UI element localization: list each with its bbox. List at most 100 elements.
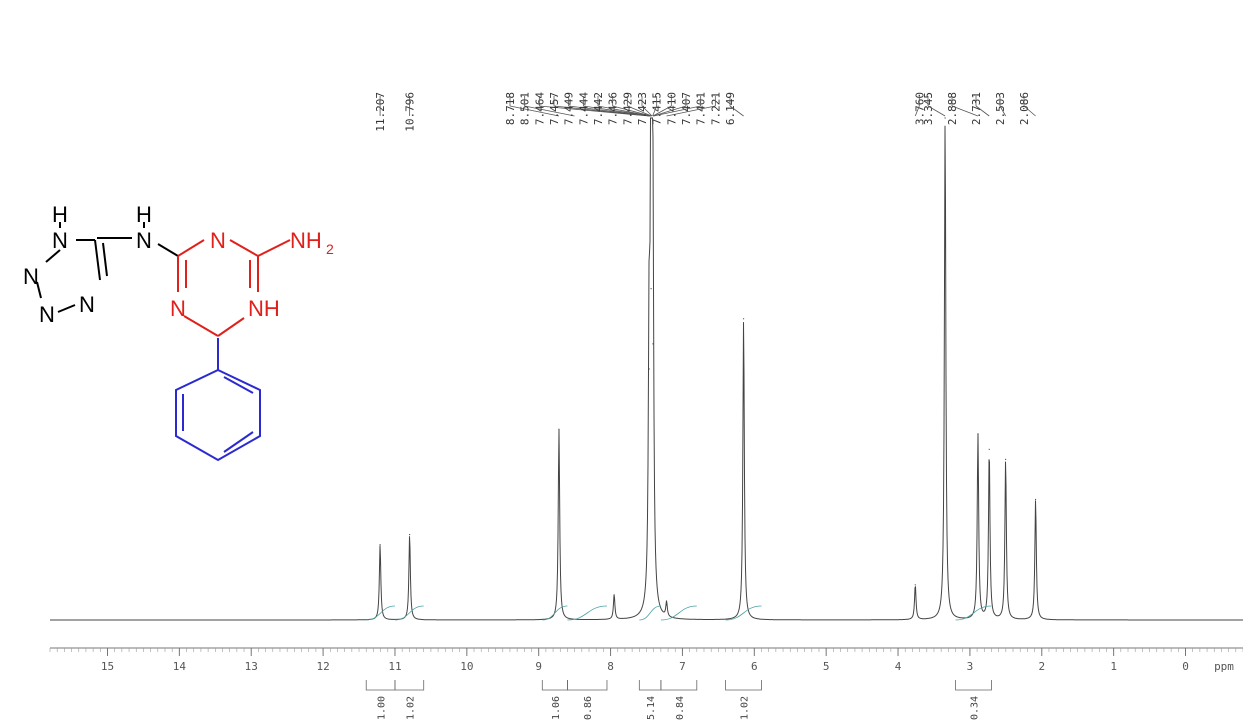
x-tick-label: 10 (460, 660, 473, 673)
peak-shift-label: 6.149 (724, 92, 737, 125)
molecular-structure: H N H N N N N N NH 2 N NH (23, 202, 334, 462)
peak-marker (914, 584, 916, 586)
atom-label-n4: N (79, 292, 95, 317)
peak-shift-label: 7.457 (548, 92, 561, 125)
x-tick-label: 13 (245, 660, 258, 673)
integral-value: 5.14 (646, 696, 657, 720)
peak-marker (944, 117, 946, 119)
x-tick-label: 3 (967, 660, 974, 673)
integral-value: 0.34 (969, 696, 980, 720)
peak-marker (742, 318, 745, 320)
peak-shift-label: 3.760 (913, 92, 926, 125)
peak-leader (729, 105, 744, 117)
atom-label-h-tetrazole: H (52, 202, 68, 227)
atom-label-n1: N (52, 228, 68, 253)
major-ticks: 15 14 13 12 11 10 9 8 7 6 5 4 3 2 1 0 (101, 648, 1189, 673)
x-tick-label: 7 (679, 660, 686, 673)
atom-label-nh2: NH (290, 228, 322, 253)
x-tick-label: 9 (535, 660, 542, 673)
linker-bonds (97, 222, 179, 257)
peak-marker (652, 343, 654, 345)
peak-leader (583, 105, 651, 117)
peak-shift-label: 11.207 (374, 92, 387, 132)
peak-marker (665, 604, 668, 606)
peak-leader (653, 105, 701, 117)
peak-leader (927, 105, 946, 117)
tetrazole-ring (36, 222, 108, 313)
peak-marker (651, 117, 653, 119)
peak-leader (951, 105, 979, 117)
atom-label-triazine-n-left: N (170, 296, 186, 321)
peak-shift-label: 7.436 (607, 92, 620, 125)
peak-shift-label: 7.429 (621, 92, 634, 125)
x-tick-label: 4 (895, 660, 902, 673)
integral-bracket (394, 680, 425, 691)
atom-label-n3: N (39, 302, 55, 327)
x-tick-label: 1 (1110, 660, 1117, 673)
peak-shift-label: 7.449 (563, 92, 576, 125)
peak-shift-label: 2.086 (1018, 92, 1031, 125)
peak-leader (666, 105, 716, 117)
integral-bracket (660, 680, 698, 691)
peak-leader (999, 105, 1006, 117)
peak-shift-label: 7.415 (651, 92, 664, 125)
peak-leader (975, 105, 990, 117)
peak-shift-label: 7.410 (665, 92, 678, 125)
atom-label-n-linker: N (136, 228, 152, 253)
x-axis-unit-label: ppm (1214, 660, 1234, 673)
integral-curve (660, 605, 697, 621)
x-tick-label: 6 (751, 660, 758, 673)
peak-shift-label: 10.796 (404, 92, 417, 132)
x-tick-label: 11 (388, 660, 401, 673)
peak-marker (988, 448, 990, 450)
peak-leader (641, 105, 653, 117)
integral-value: 1.02 (740, 696, 751, 720)
peak-marker (379, 544, 381, 546)
peak-marker (648, 368, 650, 370)
peak-leader (653, 105, 687, 117)
peak-shift-label: 7.423 (636, 92, 649, 125)
peak-label-group: 11.207 10.796 8.718 8.501 7.464 7.457 7.449 7.4… (374, 92, 1036, 132)
peak-shift-label: 7.442 (592, 92, 605, 125)
minor-ticks (49, 648, 1243, 652)
peak-marker (977, 433, 979, 435)
peak-marker (650, 288, 652, 290)
peak-marker (613, 594, 615, 596)
peak-leader (1023, 105, 1036, 117)
ppm-axis: 15 14 13 12 11 10 9 8 7 6 5 4 3 2 1 0 ppm (49, 647, 1243, 673)
peak-leader (524, 105, 575, 117)
peak-shift-label: 2.731 (970, 92, 983, 125)
integral-bracket (955, 680, 992, 691)
integral-curves (366, 605, 992, 621)
spectrum-trace (50, 117, 1243, 621)
integral-labels: 1.00 1.02 1.06 0.86 5.14 0.84 1.02 0.34 (365, 680, 992, 720)
integral-value: 1.00 (377, 696, 388, 720)
peak-shift-label: 7.407 (680, 92, 693, 125)
integral-value: 1.06 (551, 696, 562, 720)
spectrum-plot (50, 117, 1243, 621)
integral-bracket (725, 680, 762, 691)
integral-bracket (567, 680, 608, 691)
atom-label-h-linker: H (136, 202, 152, 227)
integral-curve (639, 605, 661, 621)
integral-curve (394, 605, 424, 621)
peak-leader (612, 105, 652, 117)
x-tick-label: 14 (173, 660, 187, 673)
peak-shift-label: 2.503 (994, 92, 1007, 125)
peak-leader (652, 105, 672, 117)
x-tick-label: 0 (1182, 660, 1189, 673)
atom-label-triazine-n-top: N (210, 228, 226, 253)
x-tick-label: 8 (607, 660, 614, 673)
integral-value: 0.84 (675, 696, 686, 720)
peak-leader (627, 105, 652, 117)
x-tick-label: 5 (823, 660, 830, 673)
atom-label-triazine-nh: NH (248, 296, 280, 321)
peak-leader (568, 105, 651, 117)
peak-leader (597, 105, 651, 117)
x-tick-label: 12 (316, 660, 329, 673)
peak-marker (1005, 458, 1007, 460)
atom-label-nh2-subscript: 2 (326, 241, 334, 257)
integral-value: 0.86 (583, 696, 594, 720)
